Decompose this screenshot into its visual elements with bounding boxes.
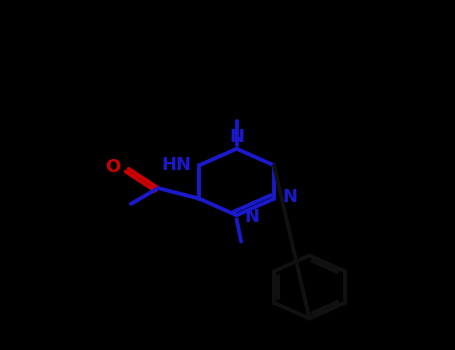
Text: N: N [245,208,260,226]
Text: HN: HN [161,156,191,174]
Text: O: O [105,158,121,176]
Text: N: N [229,128,244,146]
Text: N: N [282,188,297,206]
